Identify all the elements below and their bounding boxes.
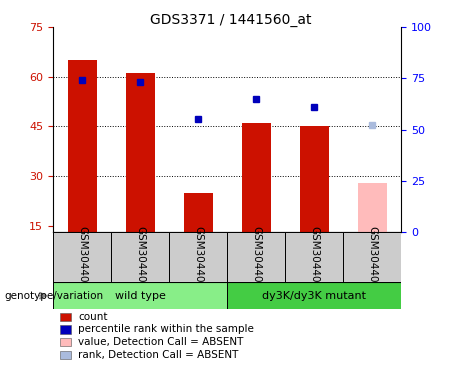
- Text: dy3K/dy3K mutant: dy3K/dy3K mutant: [262, 291, 366, 301]
- Bar: [285, 232, 343, 282]
- Text: GSM304406: GSM304406: [251, 226, 261, 289]
- Bar: [67, 60, 96, 232]
- Text: GSM304404: GSM304404: [135, 226, 145, 289]
- Bar: [227, 282, 401, 309]
- Bar: [300, 126, 329, 232]
- Bar: [183, 192, 213, 232]
- Bar: [125, 73, 154, 232]
- Text: GDS3371 / 1441560_at: GDS3371 / 1441560_at: [150, 13, 311, 27]
- Text: count: count: [78, 312, 108, 322]
- Text: rank, Detection Call = ABSENT: rank, Detection Call = ABSENT: [78, 350, 239, 360]
- Text: value, Detection Call = ABSENT: value, Detection Call = ABSENT: [78, 337, 244, 347]
- Text: wild type: wild type: [115, 291, 165, 301]
- Text: genotype/variation: genotype/variation: [5, 291, 104, 301]
- Bar: [242, 123, 271, 232]
- Text: GSM304407: GSM304407: [309, 226, 319, 289]
- Bar: [227, 232, 285, 282]
- Bar: [169, 232, 227, 282]
- Bar: [53, 232, 111, 282]
- Bar: [358, 183, 387, 232]
- Bar: [343, 232, 401, 282]
- Text: GSM304405: GSM304405: [193, 226, 203, 289]
- Bar: [53, 282, 227, 309]
- Text: GSM304403: GSM304403: [77, 226, 87, 289]
- Text: percentile rank within the sample: percentile rank within the sample: [78, 324, 254, 334]
- Bar: [111, 232, 169, 282]
- Text: GSM304408: GSM304408: [367, 226, 377, 289]
